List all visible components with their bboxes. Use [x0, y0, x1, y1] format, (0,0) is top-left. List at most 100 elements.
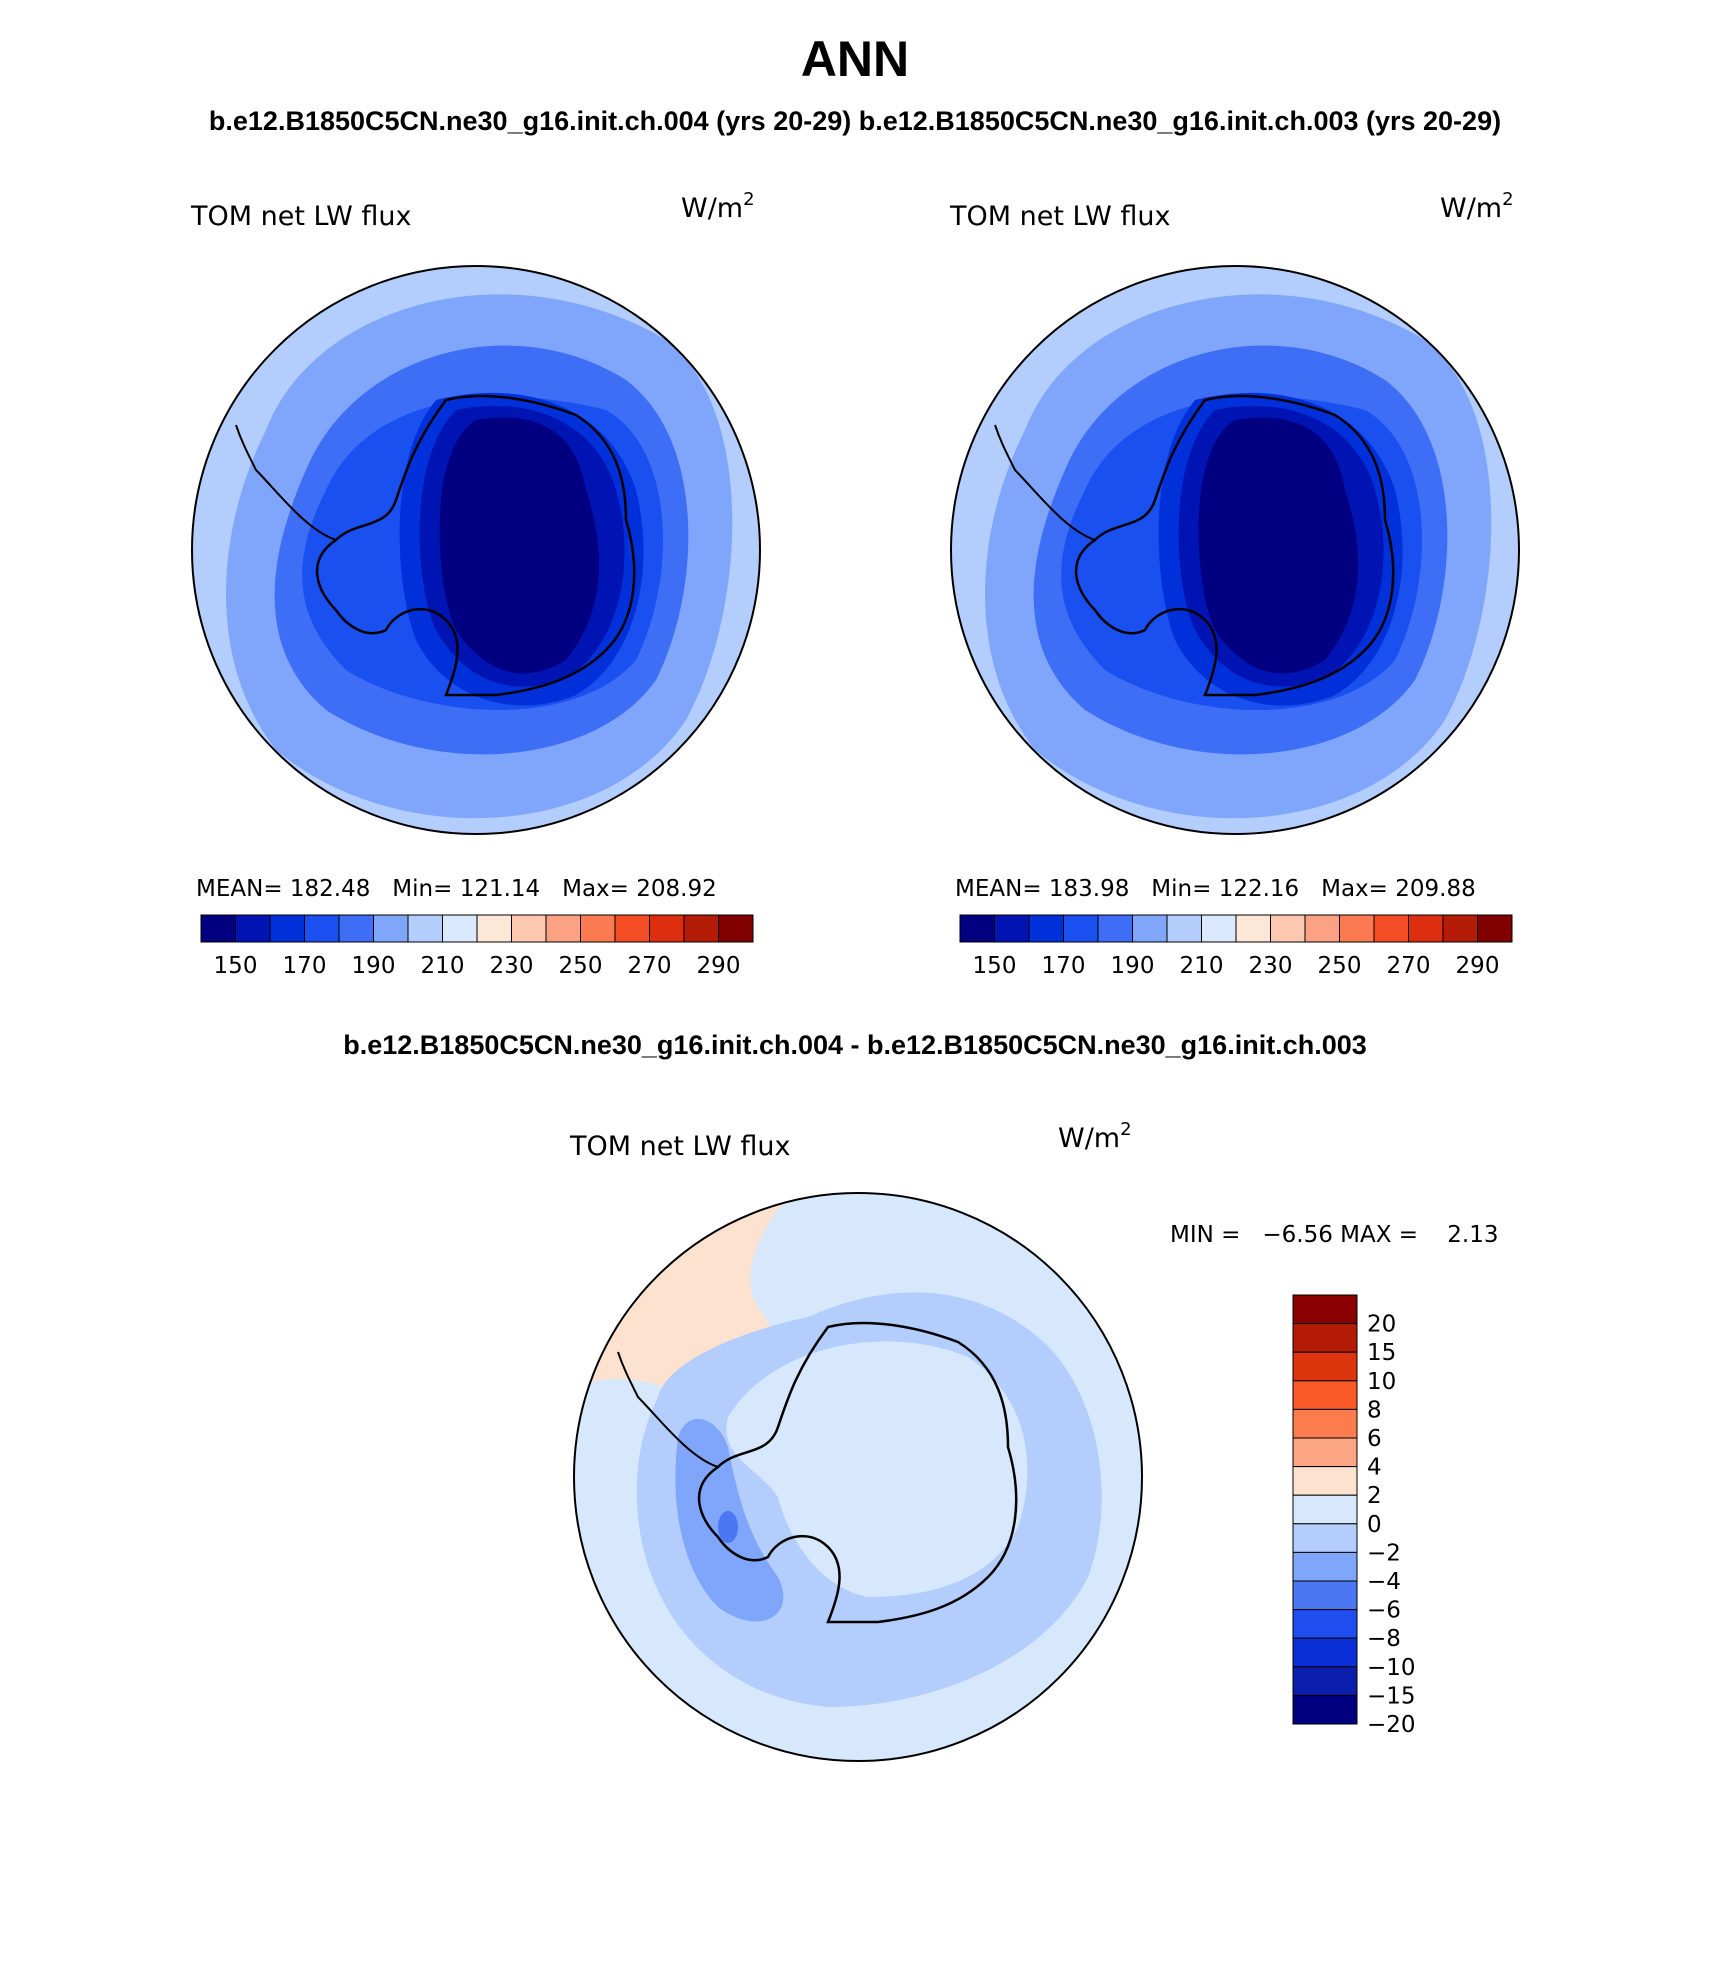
- colorbar-tick-label: 170: [283, 953, 327, 979]
- colorbar-tick-label: 150: [214, 953, 258, 979]
- colorbar-tick-label: 250: [1318, 953, 1362, 979]
- colorbar-swatch: [476, 914, 512, 943]
- min-max-label: MIN = −6.56 MAX = 2.13: [1170, 1222, 1499, 1248]
- figure-title: ANN: [800, 31, 910, 87]
- antarctica-coastline: [316, 394, 636, 697]
- colorbar-tick-label: −10: [1367, 1655, 1416, 1681]
- colorbar-tick-label: 4: [1367, 1455, 1382, 1481]
- colorbar-tick-label: 290: [697, 953, 741, 979]
- colorbar-tick-label: 20: [1367, 1312, 1396, 1338]
- antarctic-peninsula-coastline: [235, 424, 337, 541]
- colorbar-swatch: [1339, 914, 1375, 943]
- colorbar-swatch: [580, 914, 616, 943]
- colorbar-swatch: [1292, 1437, 1358, 1468]
- colorbar-swatch: [1292, 1523, 1358, 1553]
- colorbar-swatch: [959, 914, 995, 943]
- colorbar-tick-label: 250: [559, 953, 603, 979]
- colorbar-swatch: [1201, 914, 1237, 943]
- colorbar-tick-label: 270: [628, 953, 672, 979]
- colorbar-tick-label: 270: [1387, 953, 1431, 979]
- colorbar-tick-label: 210: [1180, 953, 1224, 979]
- colorbar-swatch: [1292, 1323, 1358, 1353]
- colorbar-swatch: [1292, 1466, 1358, 1496]
- colorbar-tick-label: −8: [1367, 1626, 1401, 1652]
- stats-label: MEAN= 182.48 Min= 121.14 Max= 208.92: [196, 876, 717, 902]
- map-boundary: [573, 1192, 1143, 1762]
- colorbar-swatch: [1292, 1637, 1358, 1668]
- difference-title: b.e12.B1850C5CN.ne30_g16.init.ch.004 - b…: [343, 1030, 1367, 1060]
- contour-band-150: [439, 417, 600, 674]
- colorbar-tick-label: 190: [352, 953, 396, 979]
- colorbar-swatch: [338, 914, 374, 943]
- variable-label: TOM net LW flux: [949, 201, 1170, 232]
- colorbar-swatch: [407, 914, 443, 943]
- variable-label: TOM net LW flux: [569, 1131, 790, 1162]
- antarctica-coastline: [698, 1321, 1018, 1624]
- colorbar-swatch: [683, 914, 719, 943]
- antarctic-peninsula-coastline: [617, 1351, 719, 1468]
- map-boundary: [950, 265, 1520, 835]
- units-label: W/m2: [681, 189, 755, 224]
- colorbar-tick-label: −15: [1367, 1683, 1416, 1709]
- colorbar-swatch: [718, 914, 754, 943]
- colorbar-swatch: [1166, 914, 1202, 943]
- colorbar-tick-label: 10: [1367, 1369, 1396, 1395]
- colorbar-swatch: [1028, 914, 1064, 943]
- colorbar-swatch: [1292, 1551, 1358, 1582]
- colorbar-tick-label: 0: [1367, 1512, 1382, 1538]
- colorbar-swatch: [1063, 914, 1099, 943]
- colorbar-swatch: [1292, 1580, 1358, 1611]
- colorbar-tick-label: 290: [1456, 953, 1500, 979]
- colorbar-tick-label: 15: [1367, 1340, 1396, 1366]
- colorbar-swatch: [1373, 914, 1409, 943]
- colorbar-swatch: [1292, 1380, 1358, 1410]
- panel-1: TOM net LW flux W/m2 MEAN= 182.48 Min= 1…: [190, 189, 761, 902]
- panel-2: TOM net LW flux W/m2 MEAN= 183.98 Min= 1…: [949, 189, 1520, 902]
- colorbar-tick-label: −20: [1367, 1712, 1416, 1738]
- colorbar-tick-label: 170: [1042, 953, 1086, 979]
- colorbar-swatch: [1270, 914, 1306, 943]
- colorbar-swatch: [235, 914, 271, 943]
- colorbar-tick-label: −2: [1367, 1540, 1401, 1566]
- colorbar-swatch: [1132, 914, 1168, 943]
- difference-panel: TOM net LW flux W/m2 MIN = −6.56 MAX = 2…: [569, 1119, 1499, 1762]
- variable-label: TOM net LW flux: [190, 201, 411, 232]
- figure-subtitle: b.e12.B1850C5CN.ne30_g16.init.ch.004 (yr…: [208, 106, 1502, 136]
- colorbar-swatch: [304, 914, 340, 943]
- colorbar-swatch: [511, 914, 547, 943]
- colorbar-swatch: [1097, 914, 1133, 943]
- units-label: W/m2: [1440, 189, 1514, 224]
- colorbar-tick-label: 230: [1249, 953, 1293, 979]
- colorbar-swatch: [373, 914, 409, 943]
- contour-band-150: [1198, 417, 1359, 674]
- colorbar-swatch: [1304, 914, 1340, 943]
- colorbar-swatch: [649, 914, 685, 943]
- colorbar-tick-label: 150: [973, 953, 1017, 979]
- colorbar-tick-label: 230: [490, 953, 534, 979]
- colorbar-swatch: [1235, 914, 1271, 943]
- colorbar-swatch: [1292, 1294, 1358, 1325]
- stats-label: MEAN= 183.98 Min= 122.16 Max= 209.88: [955, 876, 1476, 902]
- colorbar-swatch: [1292, 1666, 1358, 1696]
- colorbar-swatch: [1292, 1494, 1358, 1525]
- map-boundary: [191, 265, 761, 835]
- colorbar-swatch: [1442, 914, 1478, 943]
- antarctica-coastline: [1075, 394, 1395, 697]
- colorbar-tick-label: 6: [1367, 1426, 1382, 1452]
- colorbar-swatch: [200, 914, 236, 943]
- diff-band-minus6-to-minus8: [718, 1511, 738, 1543]
- colorbar-tick-label: −6: [1367, 1598, 1401, 1624]
- colorbar-tick-label: −4: [1367, 1569, 1401, 1595]
- colorbar-swatch: [1292, 1351, 1358, 1382]
- colorbar-panel-1: 150 170 190 210 230 250 270 290: [200, 914, 754, 979]
- colorbar-swatch: [269, 914, 305, 943]
- units-label: W/m2: [1058, 1119, 1132, 1154]
- colorbar-swatch: [1292, 1694, 1358, 1725]
- colorbar-swatch: [1477, 914, 1513, 943]
- colorbar-tick-label: 8: [1367, 1397, 1382, 1423]
- colorbar-swatch: [442, 914, 478, 943]
- colorbar-swatch: [545, 914, 581, 943]
- colorbar-swatch: [1408, 914, 1444, 943]
